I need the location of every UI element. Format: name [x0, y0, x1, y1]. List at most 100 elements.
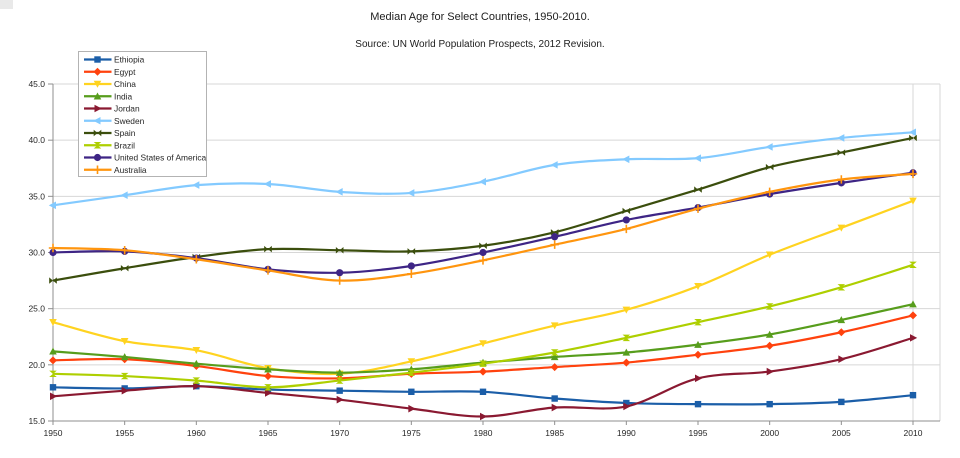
arrow-left-marker — [48, 201, 56, 210]
arrow-left-marker — [837, 134, 845, 142]
plus-marker — [48, 243, 58, 253]
y-tick-label: 40.0 — [28, 135, 45, 145]
hourglass-marker — [407, 372, 416, 376]
arrow-right-marker — [623, 402, 631, 411]
legend-label: Australia — [114, 165, 147, 175]
plus-marker — [263, 266, 273, 275]
hourglass-marker — [93, 145, 102, 149]
triangle-down-marker — [479, 340, 487, 348]
square-marker — [838, 398, 845, 406]
triangle-up-marker — [765, 330, 774, 338]
legend-label: India — [114, 91, 133, 101]
triangle-up-marker — [837, 316, 846, 324]
arrow-right-marker — [94, 104, 102, 113]
circle-marker — [407, 262, 415, 270]
hourglass-marker — [93, 142, 102, 146]
legend-item-united-states-of-america: United States of America — [84, 153, 207, 163]
square-marker — [408, 388, 415, 395]
arrow-left-marker — [335, 188, 343, 196]
legend-label: Spain — [114, 128, 136, 138]
diamond-marker — [550, 363, 559, 372]
hourglass-marker — [264, 384, 272, 388]
legend-label: Egypt — [114, 67, 136, 77]
series-line — [52, 172, 914, 282]
diamond-marker — [622, 358, 631, 367]
square-marker — [479, 388, 487, 395]
diamond-marker — [93, 67, 102, 76]
legend-label: Jordan — [114, 104, 140, 114]
series-jordan — [50, 334, 918, 421]
plus-marker — [837, 175, 846, 184]
diamond-marker — [479, 367, 487, 376]
hourglass-marker — [622, 337, 631, 342]
bowtie-marker — [765, 163, 770, 171]
square-marker — [49, 384, 57, 391]
x-tick-label: 1995 — [689, 428, 708, 438]
x-tick-label: 1955 — [115, 428, 134, 438]
legend-item-brazil: Brazil — [84, 140, 135, 150]
diamond-marker — [49, 356, 57, 365]
hourglass-marker — [120, 376, 129, 380]
x-tick-label: 1965 — [259, 428, 278, 438]
bowtie-marker — [622, 207, 627, 215]
hourglass-marker — [765, 303, 774, 307]
square-marker — [94, 56, 101, 63]
arrow-left-marker — [622, 155, 630, 164]
hourglass-marker — [622, 334, 631, 338]
circle-marker — [93, 153, 102, 162]
arrow-left-marker — [478, 177, 486, 186]
arrow-right-marker — [480, 412, 488, 421]
plus-marker — [908, 169, 918, 179]
hourglass-marker — [264, 387, 272, 391]
triangle-down-marker — [93, 80, 102, 88]
triangle-up-marker — [120, 353, 129, 361]
legend-item-jordan: Jordan — [84, 104, 140, 114]
circle-marker — [479, 248, 487, 257]
bowtie-marker — [411, 248, 416, 255]
series-australia — [48, 169, 918, 285]
arrow-left-marker — [192, 181, 200, 189]
hourglass-marker — [837, 284, 846, 288]
triangle-down-marker — [49, 318, 57, 326]
bowtie-marker — [909, 134, 913, 142]
bowtie-marker — [698, 186, 702, 193]
square-marker — [909, 391, 917, 399]
hourglass-marker — [192, 380, 201, 384]
legend-label: Ethiopia — [114, 55, 145, 65]
bowtie-marker — [483, 242, 487, 249]
triangle-down-marker — [550, 322, 559, 330]
y-tick-label: 35.0 — [28, 191, 45, 201]
square-marker — [623, 399, 630, 407]
arrow-left-marker — [263, 180, 271, 188]
triangle-down-marker — [192, 347, 201, 355]
bowtie-marker — [694, 186, 698, 193]
hourglass-marker — [479, 360, 487, 364]
triangle-up-marker — [93, 92, 102, 100]
bowtie-marker — [554, 229, 559, 236]
bowtie-marker — [120, 265, 125, 272]
arrow-right-marker — [336, 395, 344, 404]
chart-title: Median Age for Select Countries, 1950-20… — [370, 11, 590, 23]
hourglass-marker — [694, 318, 702, 323]
circle-marker — [622, 216, 630, 224]
hourglass-marker — [49, 373, 57, 378]
bowtie-marker — [124, 265, 129, 272]
hourglass-marker — [909, 261, 917, 265]
circle-marker — [336, 269, 344, 277]
arrow-right-marker — [695, 374, 703, 383]
triangle-up-marker — [192, 359, 201, 367]
triangle-down-marker — [407, 358, 416, 366]
series-line — [52, 199, 914, 376]
bowtie-marker — [97, 129, 102, 137]
plus-marker — [335, 276, 344, 285]
triangle-up-marker — [49, 347, 57, 355]
plus-marker — [478, 256, 488, 265]
hourglass-marker — [49, 370, 57, 374]
x-tick-label: 1990 — [617, 428, 636, 438]
plus-marker — [765, 187, 774, 197]
triangle-up-marker — [909, 300, 917, 308]
square-marker — [121, 385, 128, 392]
x-tick-label: 1980 — [474, 428, 493, 438]
y-tick-label: 30.0 — [28, 248, 45, 258]
triangle-down-marker — [909, 197, 917, 205]
